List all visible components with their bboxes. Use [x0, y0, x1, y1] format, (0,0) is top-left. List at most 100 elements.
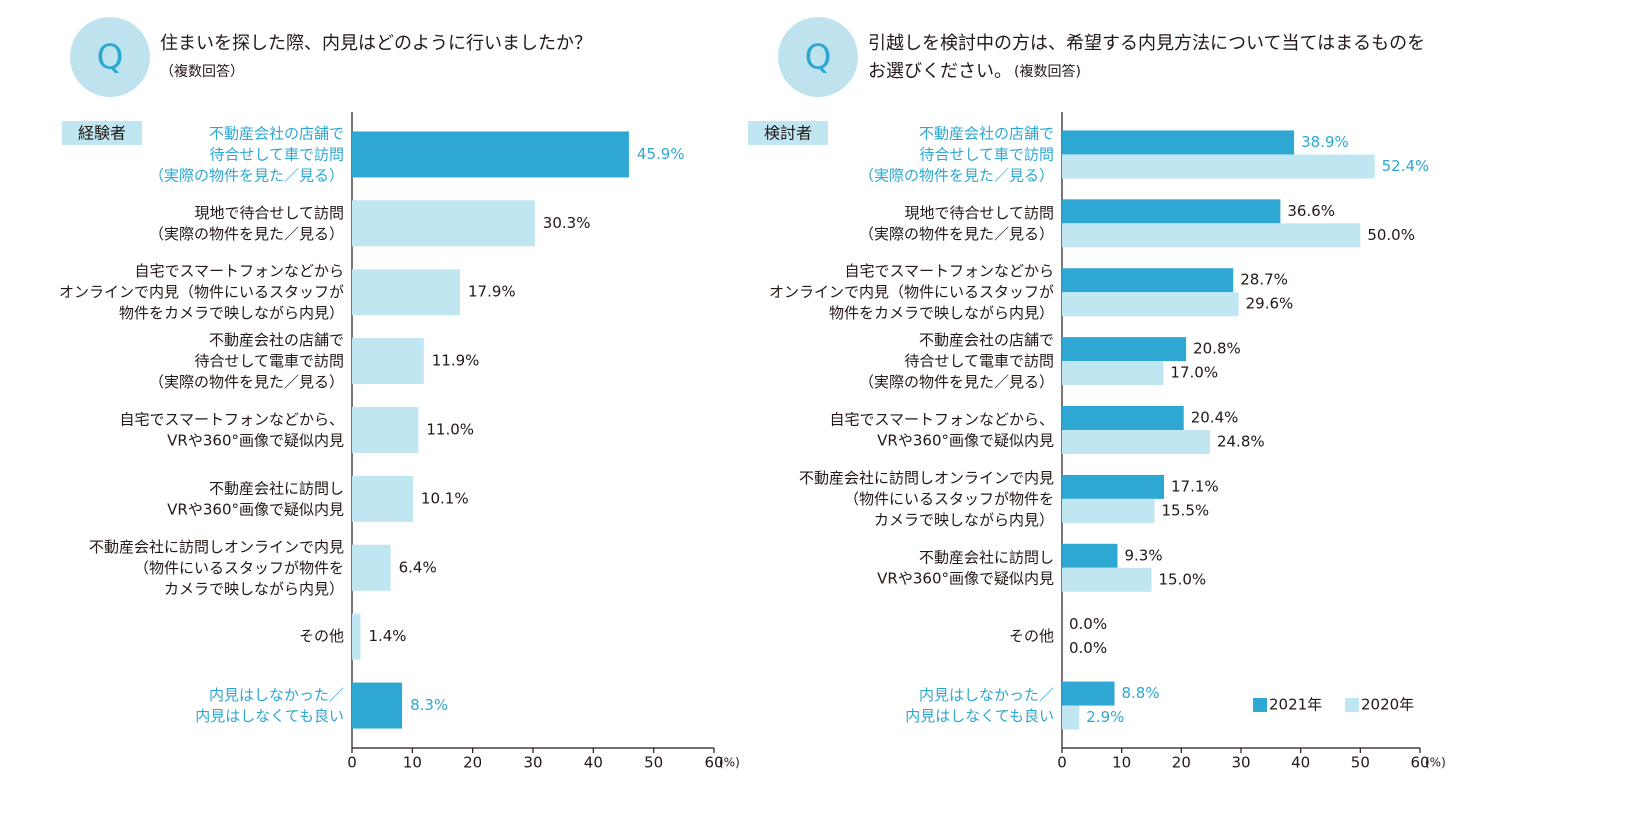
x-tick-label: 20	[1172, 754, 1191, 772]
category-label: 自宅でスマートフォンなどから、 VRや360°画像で疑似内見	[829, 410, 1054, 449]
bar	[1062, 361, 1164, 386]
value-label: 2.9%	[1086, 708, 1124, 726]
value-label: 1.4%	[368, 627, 406, 645]
value-label: 6.4%	[399, 558, 437, 576]
x-tick-label: 40	[1291, 754, 1310, 772]
x-tick-label: 50	[1351, 754, 1370, 772]
value-label: 24.8%	[1217, 433, 1265, 451]
category-label: 不動産会社に訪問しオンラインで内見（物件にいるスタッフが物件をカメラで映しながら…	[799, 468, 1054, 528]
value-label: 17.1%	[1171, 477, 1219, 495]
value-label: 0.0%	[1069, 615, 1107, 633]
value-label: 45.9%	[637, 145, 685, 163]
x-tick-label: 0	[1057, 754, 1067, 772]
category-label: 不動産会社の店舗で待合せして電車で訪問（実際の物件を見た／見る）	[149, 331, 344, 391]
value-label: 15.5%	[1161, 501, 1209, 519]
category-label: 現地で待合せして訪問（実際の物件を見た／見る）	[149, 203, 344, 242]
bar	[1062, 681, 1115, 706]
chart-title: 引越しを検討中の方は、希望する内見方法について当てはまるものをお選びください。	[868, 33, 1425, 82]
category-label: その他	[299, 627, 344, 645]
x-tick-label: 10	[403, 754, 422, 772]
x-tick-label: 50	[644, 754, 663, 772]
value-label: 28.7%	[1240, 271, 1288, 289]
legend-label: 2020年	[1361, 696, 1414, 714]
chart-subtitle: （複数回答）	[160, 63, 244, 80]
value-label: 17.9%	[468, 283, 516, 301]
x-tick-label: 30	[1231, 754, 1250, 772]
x-tick-label: 30	[523, 754, 542, 772]
value-label: 38.9%	[1301, 133, 1349, 151]
bar	[1062, 430, 1210, 454]
value-label: 8.8%	[1122, 684, 1160, 702]
category-label: 不動産会社の店舗で待合せして車で訪問（実際の物件を見た／見る）	[859, 124, 1054, 184]
bar	[352, 338, 424, 385]
category-label: 内見はしなかった／内見はしなくても良い	[195, 686, 344, 725]
bar	[1062, 705, 1080, 730]
bar	[352, 131, 629, 178]
bar	[1062, 567, 1152, 592]
bar	[1062, 498, 1155, 523]
q-badge	[778, 17, 858, 97]
bar	[352, 269, 460, 316]
value-label: 9.3%	[1124, 546, 1162, 564]
chart-title: 住まいを探した際、内見はどのように行いましたか？	[160, 33, 592, 54]
x-tick-label: 60	[704, 754, 723, 772]
value-label: 52.4%	[1382, 157, 1430, 175]
bar	[352, 475, 413, 522]
category-label: その他	[1009, 627, 1054, 645]
value-label: 29.6%	[1246, 295, 1294, 313]
category-label: 不動産会社に訪問し VRや360°画像で疑似内見	[167, 479, 344, 518]
x-tick-label: 60	[1410, 754, 1429, 772]
legend-swatch	[1253, 698, 1267, 712]
bar	[1062, 154, 1375, 179]
legend-swatch	[1345, 698, 1359, 712]
value-label: 15.0%	[1159, 570, 1207, 588]
bar	[1062, 130, 1295, 155]
x-axis-unit: (%)	[1425, 756, 1446, 770]
group-label-box	[62, 121, 142, 145]
x-tick-label: 40	[584, 754, 603, 772]
bar	[1062, 543, 1118, 568]
category-label: 不動産会社に訪問しオンラインで内見（物件にいるスタッフが物件をカメラで映しながら…	[89, 537, 344, 597]
bar	[1062, 406, 1184, 430]
x-tick-label: 0	[347, 754, 357, 772]
group-label-box	[748, 121, 828, 145]
category-label: 自宅でスマートフォンなどからオンラインで内見（物件にいるスタッフが物件をカメラで…	[59, 262, 344, 322]
value-label: 20.4%	[1191, 409, 1239, 427]
value-label: 17.0%	[1170, 364, 1218, 382]
value-label: 30.3%	[543, 214, 591, 232]
bar	[1062, 199, 1281, 224]
category-label: 自宅でスマートフォンなどからオンラインで内見（物件にいるスタッフが物件をカメラで…	[769, 262, 1054, 322]
value-label: 11.0%	[426, 421, 474, 439]
bar	[352, 613, 361, 660]
q-badge-text: Q	[97, 38, 124, 78]
q-badge	[70, 17, 150, 97]
bar	[352, 544, 391, 591]
bar	[1062, 268, 1234, 293]
category-label: 不動産会社の店舗で待合せして電車で訪問（実際の物件を見た／見る）	[859, 331, 1054, 391]
x-axis-unit: (%)	[719, 756, 740, 770]
bar	[352, 407, 419, 453]
category-label: 現地で待合せして訪問（実際の物件を見た／見る）	[859, 203, 1054, 242]
legend-label: 2021年	[1269, 696, 1322, 714]
x-tick-label: 10	[1112, 754, 1131, 772]
group-label: 検討者	[764, 124, 812, 143]
value-label: 0.0%	[1069, 639, 1107, 657]
bar	[1062, 223, 1361, 248]
bar	[1062, 292, 1239, 317]
bar	[352, 200, 535, 247]
value-label: 50.0%	[1367, 226, 1415, 244]
q-badge-text: Q	[805, 38, 832, 78]
category-label: 不動産会社の店舗で待合せして車で訪問（実際の物件を見た／見る）	[149, 124, 344, 184]
bar	[1062, 474, 1165, 499]
value-label: 20.8%	[1193, 340, 1241, 358]
bar	[352, 682, 403, 729]
category-label: 内見はしなかった／内見はしなくても良い	[905, 686, 1054, 725]
value-label: 36.6%	[1287, 202, 1335, 220]
category-label: 不動産会社に訪問し VRや360°画像で疑似内見	[877, 548, 1054, 587]
chart-subtitle: (複数回答)	[1014, 63, 1081, 80]
bar	[1062, 337, 1187, 362]
value-label: 8.3%	[410, 696, 448, 714]
value-label: 11.9%	[432, 352, 480, 370]
value-label: 10.1%	[421, 489, 469, 507]
